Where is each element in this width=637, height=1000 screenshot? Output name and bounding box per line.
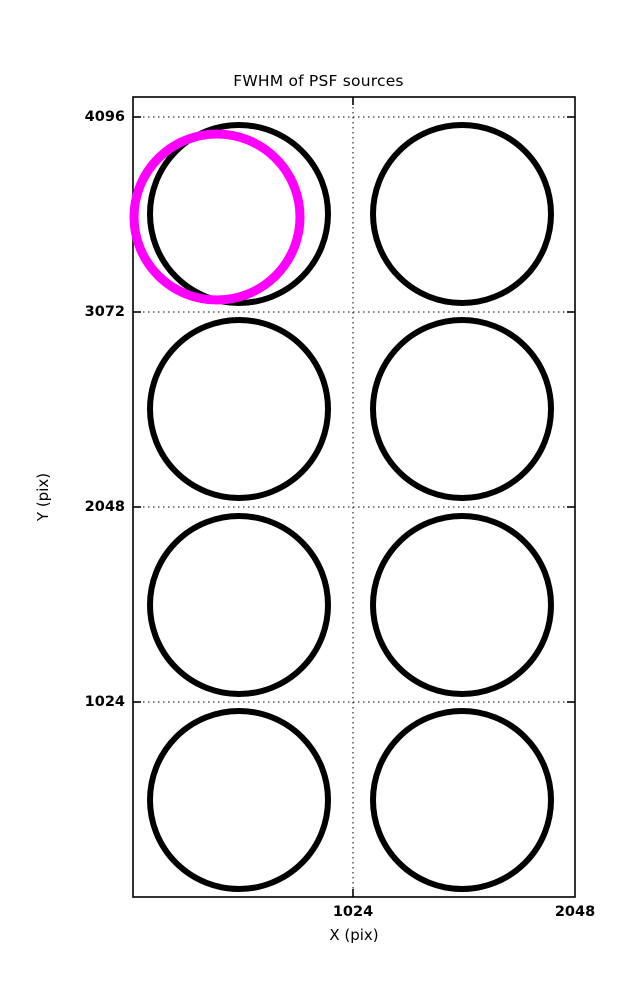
psf-circle [370, 708, 554, 892]
page-title: FWHM of PSF sources [233, 72, 404, 90]
psf-circle [147, 122, 331, 306]
ytick-label-1024: 1024 [84, 694, 125, 710]
y-tick-marks [133, 116, 575, 703]
psf-circle [147, 513, 331, 697]
psf-circle [370, 317, 554, 501]
psf-circle [147, 317, 331, 501]
axes-frame [132, 96, 576, 898]
psf-circle [370, 513, 554, 697]
psf-circle [147, 708, 331, 892]
psf-circle [370, 122, 554, 306]
ytick-label-3072: 3072 [84, 304, 125, 320]
ytick-label-2048: 2048 [84, 499, 125, 515]
x-axis-label: X (pix) [329, 926, 379, 944]
ytick-label-4096: 4096 [84, 109, 125, 125]
y-axis-label: Y (pix) [34, 472, 52, 522]
highlighted-psf-circle [129, 129, 305, 305]
xtick-label-1024: 1024 [332, 904, 374, 920]
y-gridlines [133, 116, 575, 703]
psf-source-circles [147, 122, 554, 892]
xtick-label-2048: 2048 [554, 904, 596, 920]
